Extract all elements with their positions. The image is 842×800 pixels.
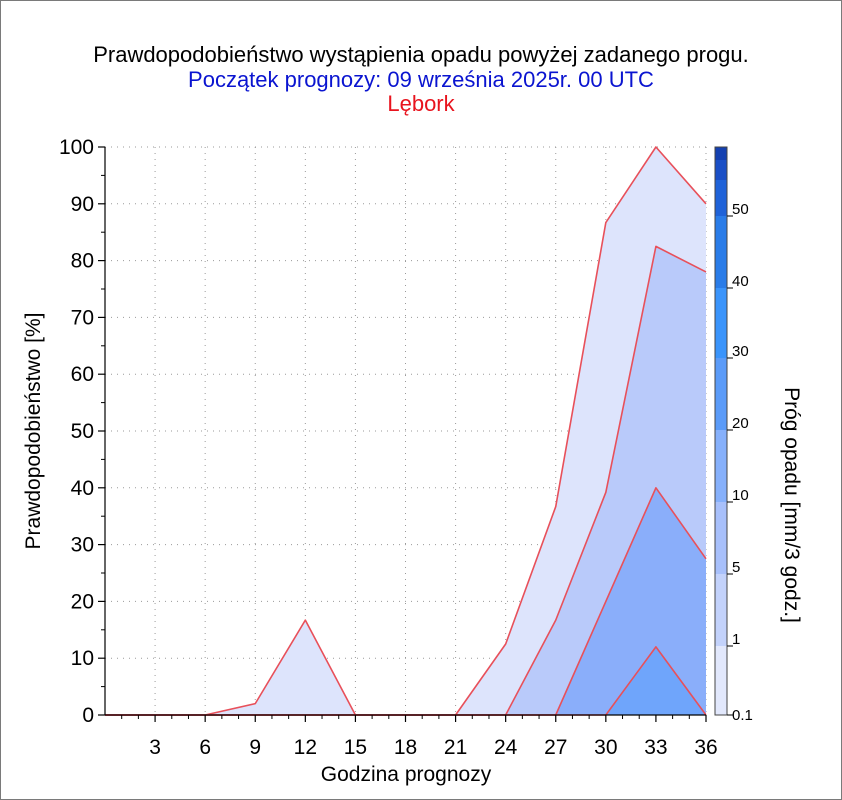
area-threshold-10: [105, 646, 706, 715]
x-axis-label: Godzina prognozy: [321, 763, 492, 786]
x-tick-label: 27: [544, 736, 567, 759]
colorbar-band: [715, 430, 727, 502]
y-tick-label: 40: [71, 477, 94, 500]
colorbar-label: Próg opadu [mm/3 godz.]: [780, 387, 803, 623]
colorbar-tick-label: 0.1: [732, 707, 753, 724]
area-threshold-0_1: [105, 147, 706, 715]
x-tick-label: 18: [394, 736, 417, 759]
x-tick-label: 12: [294, 736, 317, 759]
y-tick-label: 80: [71, 250, 94, 273]
colorbar-band: [715, 288, 727, 358]
y-tick-label: 50: [71, 420, 94, 443]
grid: [105, 146, 707, 716]
colorbar-frame: [714, 146, 728, 716]
colorbar-band: [715, 216, 727, 288]
location-label: Lębork: [387, 91, 455, 116]
y-tick-label: 10: [71, 647, 94, 670]
forecast-start-subtitle: Początek prognozy: 09 września 2025r. 00…: [188, 67, 654, 92]
y-tick-label: 90: [71, 193, 94, 216]
y-axis-label: Prawdopodobieństwo [%]: [22, 313, 45, 550]
x-tick-label: 33: [644, 736, 667, 759]
y-tick-label: 60: [71, 363, 94, 386]
colorbar-band: [715, 646, 727, 715]
colorbar-band: [715, 358, 727, 430]
chart-title: Prawdopodobieństwo wystąpienia opadu pow…: [93, 42, 749, 67]
colorbar-tick-label: 10: [732, 487, 749, 504]
y-tick-label: 70: [71, 306, 94, 329]
colorbar-tick-label: 5: [732, 559, 740, 576]
x-tick-label: 36: [694, 736, 717, 759]
colorbar-tick-label: 1: [732, 631, 740, 648]
colorbar: 0.1 1 5 10 20 30 40 50: [714, 146, 753, 724]
x-tick-label: 21: [444, 736, 467, 759]
colorbar-band: [715, 502, 727, 574]
colorbar-tick-label: 40: [732, 273, 749, 290]
colorbar-band: [715, 574, 727, 646]
x-tick-label: 6: [199, 736, 211, 759]
x-tick-label: 30: [594, 736, 617, 759]
colorbar-tick-label: 30: [732, 343, 749, 360]
y-tick-label: 0: [82, 704, 94, 727]
x-tick-label: 24: [494, 736, 518, 759]
y-tick-label: 100: [59, 136, 94, 159]
colorbar-band: [715, 147, 727, 160]
y-tick-label: 20: [71, 590, 94, 613]
x-tick-label: 9: [249, 736, 261, 759]
x-tick-label: 15: [344, 736, 367, 759]
colorbar-tick-label: 20: [732, 415, 749, 432]
y-tick-label: 30: [71, 534, 94, 557]
colorbar-band: [715, 180, 727, 216]
colorbar-tick-label: 50: [732, 201, 749, 218]
x-tick-label: 3: [149, 736, 161, 759]
colorbar-band: [715, 160, 727, 180]
